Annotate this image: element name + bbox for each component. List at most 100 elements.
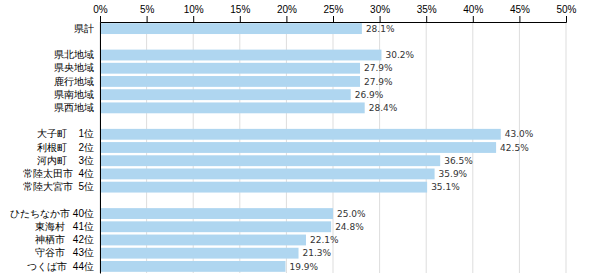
bar	[100, 142, 496, 153]
plot: 0% 5% 10% 15% 20% 25% 30% 35% 40% 45% 50% 県計県北地域県央地…	[10, 4, 577, 274]
category-label: 常陸太田市 4位	[23, 168, 94, 179]
tick-mark	[380, 16, 381, 22]
axis-line	[100, 23, 101, 274]
tick-mark	[193, 16, 194, 22]
bar	[100, 261, 285, 272]
tick: 常陸大宮市 5位	[23, 181, 94, 192]
tick-label: 50%	[556, 4, 576, 15]
grid	[100, 22, 566, 273]
data-label: 27.9%	[364, 77, 393, 87]
tick-mark	[333, 16, 334, 22]
tick-mark	[147, 16, 148, 22]
tick: 鹿行地域	[54, 76, 94, 87]
tick: 利根町 2位	[37, 142, 94, 153]
tick: 県北地域	[54, 49, 94, 60]
data-label: 30.2%	[385, 50, 414, 60]
bars	[100, 23, 501, 272]
category-label: 県北地域	[54, 49, 94, 60]
tick: つくば市 44位	[27, 261, 94, 272]
tick-mark	[100, 16, 101, 22]
tick-label: 30%	[370, 4, 390, 15]
tick-label: 20%	[277, 4, 297, 15]
category-label: 神栖市 42位	[35, 234, 94, 245]
bar	[100, 89, 351, 100]
category-label: 県南地域	[54, 89, 94, 100]
data-label: 19.9%	[289, 262, 318, 272]
data-label: 26.9%	[355, 90, 384, 100]
bar	[100, 155, 440, 166]
category-label: 河内町 3位	[37, 155, 94, 166]
tick: 45%	[510, 4, 530, 22]
data-label: 43.0%	[505, 129, 534, 139]
category-label: 県計	[74, 23, 94, 34]
category-label: 守谷市 43位	[35, 247, 94, 258]
tick: 20%	[277, 4, 297, 22]
tick-label: 35%	[417, 4, 437, 15]
tick: 50%	[556, 4, 576, 22]
tick: 0%	[93, 4, 108, 22]
tick: 25%	[323, 4, 343, 22]
tick: 大子町 1位	[37, 128, 94, 139]
bar	[100, 182, 427, 193]
tick-label: 45%	[510, 4, 530, 15]
category-label: 常陸大宮市 5位	[23, 181, 94, 192]
bar	[100, 208, 333, 219]
bar	[100, 63, 360, 74]
grid-line	[566, 22, 567, 273]
data-label: 21.3%	[303, 248, 332, 258]
category-label: つくば市 44位	[27, 261, 94, 272]
data-label: 27.9%	[364, 63, 393, 73]
data-label: 28.1%	[366, 24, 395, 34]
tick-mark	[240, 16, 241, 22]
chart: 0% 5% 10% 15% 20% 25% 30% 35% 40% 45% 50% 県計県北地域県央地…	[0, 0, 592, 279]
tick: 35%	[417, 4, 437, 22]
tick: 河内町 3位	[37, 155, 94, 166]
bar	[100, 76, 360, 87]
data-label: 42.5%	[500, 143, 529, 153]
category-label: 利根町 2位	[37, 142, 94, 153]
tick: 県西地域	[54, 102, 94, 113]
tick-mark	[426, 16, 427, 22]
bar	[100, 50, 381, 61]
bar	[100, 23, 362, 34]
category-label: 鹿行地域	[54, 76, 94, 87]
bar	[100, 169, 435, 180]
tick-label: 5%	[140, 4, 155, 15]
bar	[100, 102, 365, 113]
tick: 県央地域	[54, 62, 94, 73]
tick-label: 15%	[230, 4, 250, 15]
tick-label: 10%	[184, 4, 204, 15]
tick-label: 40%	[463, 4, 483, 15]
data-label: 22.1%	[310, 235, 339, 245]
data-label: 25.0%	[337, 209, 366, 219]
tick: 10%	[184, 4, 204, 22]
data-labels: 28.1%30.2%27.9%27.9%26.9%28.4%43.0%42.5%…	[289, 24, 533, 272]
tick-mark	[286, 16, 287, 22]
tick: 40%	[463, 4, 483, 22]
bar	[100, 221, 331, 232]
tick: 神栖市 42位	[35, 234, 94, 245]
axis-line	[101, 16, 567, 23]
tick-mark	[519, 16, 520, 22]
bar	[100, 248, 299, 259]
category-label: 大子町 1位	[37, 128, 94, 139]
category-label: 東海村 41位	[35, 221, 94, 232]
tick-mark	[566, 16, 567, 22]
x-axis: 0% 5% 10% 15% 20% 25% 30% 35% 40% 45% 50%	[93, 4, 576, 23]
category-label: 県央地域	[54, 62, 94, 73]
y-axis: 県計県北地域県央地域鹿行地域県南地域県西地域大子町 1位利根町 2位河内町 3位…	[10, 23, 100, 274]
category-label: ひたちなか市 40位	[10, 208, 94, 219]
tick: 15%	[230, 4, 250, 22]
bar	[100, 129, 501, 140]
tick: ひたちなか市 40位	[10, 208, 94, 219]
tick: 常陸太田市 4位	[23, 168, 94, 179]
tick: 県南地域	[54, 89, 94, 100]
tick: 守谷市 43位	[35, 247, 94, 258]
data-label: 24.8%	[335, 222, 364, 232]
tick-label: 0%	[93, 4, 108, 15]
tick: 5%	[140, 4, 155, 22]
tick-mark	[473, 16, 474, 22]
tick: 30%	[370, 4, 390, 22]
data-label: 35.1%	[431, 182, 460, 192]
data-label: 36.5%	[444, 156, 473, 166]
